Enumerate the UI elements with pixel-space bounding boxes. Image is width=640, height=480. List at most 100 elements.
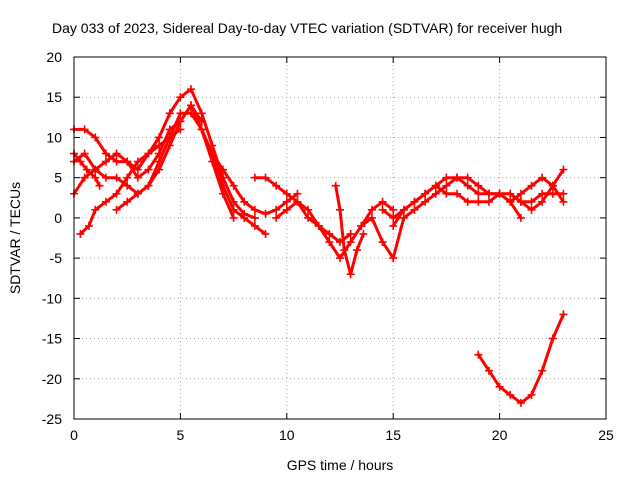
data-point — [91, 173, 100, 182]
y-axis-label: SDTVAR / TECUs — [7, 182, 23, 294]
data-point — [495, 189, 504, 198]
series-line — [334, 184, 365, 276]
y-tick-label: -10 — [42, 290, 62, 306]
data-point — [112, 157, 121, 166]
data-point — [548, 334, 557, 343]
data-point — [538, 366, 547, 375]
series-arc-3 — [70, 101, 238, 222]
data-point — [399, 213, 408, 222]
series-arc-7 — [208, 149, 302, 218]
data-point — [101, 173, 110, 182]
data-point — [538, 173, 547, 182]
data-point — [197, 117, 206, 126]
plot-frame — [73, 56, 607, 420]
data-point — [76, 157, 85, 166]
data-point — [112, 173, 121, 182]
data-point — [359, 229, 368, 238]
series-arc-14 — [506, 165, 568, 214]
data-point — [112, 205, 121, 214]
data-point — [559, 165, 568, 174]
data-point — [197, 109, 206, 118]
data-point — [421, 197, 430, 206]
data-point — [474, 189, 483, 198]
x-tick-label: 15 — [385, 427, 401, 443]
data-point — [378, 197, 387, 206]
data-point — [527, 205, 536, 214]
data-point — [165, 141, 174, 150]
data-point — [527, 197, 536, 206]
data-point — [304, 213, 313, 222]
data-point — [240, 197, 249, 206]
data-point — [155, 141, 164, 150]
data-point — [123, 157, 132, 166]
data-point — [463, 173, 472, 182]
data-point — [314, 221, 323, 230]
data-point — [91, 133, 100, 142]
data-point — [516, 189, 525, 198]
series-line — [274, 200, 395, 260]
data-point — [218, 165, 227, 174]
series-line — [115, 103, 204, 212]
data-point — [250, 173, 259, 182]
data-point — [346, 229, 355, 238]
data-point — [187, 85, 196, 94]
x-tick-label: 10 — [279, 427, 295, 443]
data-point — [208, 149, 217, 158]
data-point — [250, 221, 259, 230]
data-point — [261, 173, 270, 182]
data-point — [282, 189, 291, 198]
y-tick-label: 10 — [46, 129, 62, 145]
data-point — [84, 221, 93, 230]
data-point — [133, 165, 142, 174]
series-line — [359, 176, 565, 260]
data-point — [272, 205, 281, 214]
data-point — [506, 197, 515, 206]
data-point — [272, 181, 281, 190]
data-point — [82, 165, 91, 174]
data-point — [389, 221, 398, 230]
data-point — [559, 310, 568, 319]
data-point — [208, 157, 217, 166]
data-point — [240, 213, 249, 222]
series-line — [72, 103, 236, 220]
data-point — [346, 238, 355, 247]
x-tick-label: 20 — [492, 427, 508, 443]
data-point — [410, 205, 419, 214]
data-point — [463, 181, 472, 190]
data-point — [112, 189, 121, 198]
data-point — [176, 109, 185, 118]
data-point — [272, 213, 281, 222]
data-point — [389, 213, 398, 222]
data-point — [474, 197, 483, 206]
data-point — [123, 173, 132, 182]
data-point — [218, 189, 227, 198]
data-point — [516, 197, 525, 206]
series-layer — [70, 85, 568, 407]
data-point — [548, 189, 557, 198]
data-point — [144, 149, 153, 158]
data-point — [133, 173, 142, 182]
data-point — [484, 197, 493, 206]
data-point — [91, 165, 100, 174]
data-point — [442, 181, 451, 190]
data-point — [187, 101, 196, 110]
data-point — [165, 125, 174, 134]
data-point — [197, 125, 206, 134]
data-point — [559, 189, 568, 198]
data-point — [91, 205, 100, 214]
data-point — [484, 366, 493, 375]
data-point — [389, 205, 398, 214]
y-tick-label: -5 — [50, 250, 63, 266]
data-point — [453, 189, 462, 198]
data-point — [346, 270, 355, 279]
data-point — [80, 149, 89, 158]
series-arc-10 — [331, 181, 368, 279]
data-point — [442, 189, 451, 198]
data-point — [155, 133, 164, 142]
data-point — [101, 149, 110, 158]
data-point — [506, 189, 515, 198]
data-point — [463, 197, 472, 206]
y-tick-label: -25 — [42, 411, 62, 427]
series-arc-15 — [474, 310, 568, 407]
